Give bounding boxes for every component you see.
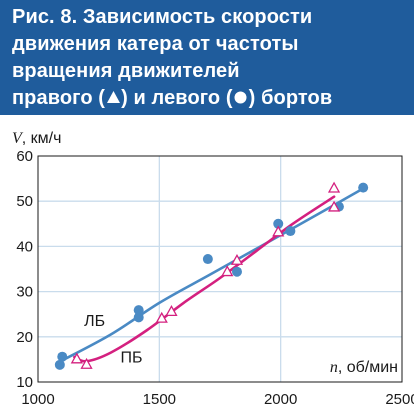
caption-mid: ) и левого ( xyxy=(121,87,233,109)
y-tick-labels: 10 20 30 40 50 60 xyxy=(16,148,33,391)
caption-line-1: Рис. 8. Зависимость скорости xyxy=(12,6,313,28)
data-point-circle xyxy=(202,254,213,265)
triangle-icon xyxy=(105,87,121,110)
data-point-triangle xyxy=(155,311,168,323)
y-tick-label: 60 xyxy=(16,148,33,165)
x-axis-label: n, об/мин xyxy=(330,359,398,376)
plot-frame xyxy=(37,155,403,383)
y-axis-unit: , км/ч xyxy=(22,130,62,147)
caption-suffix: ) бортов xyxy=(248,87,333,109)
data-point-circle xyxy=(54,359,65,370)
y-tick-label: 20 xyxy=(16,329,33,346)
series-line-left xyxy=(58,187,365,363)
caption-line-2: движения катера от частоты xyxy=(12,33,299,55)
caption-line-3: вращения движителей xyxy=(12,60,240,82)
x-axis-variable: n xyxy=(330,359,338,376)
circle-icon xyxy=(233,87,249,110)
data-point-circle xyxy=(358,182,369,193)
y-tick-label: 50 xyxy=(16,193,33,210)
data-point-triangle xyxy=(327,181,341,193)
y-tick-label: 30 xyxy=(16,284,33,301)
y-axis-variable: V xyxy=(12,130,24,147)
y-axis-label: V, км/ч xyxy=(12,130,61,147)
series-label-right: ПБ xyxy=(121,350,143,367)
data-point-triangle xyxy=(327,200,341,212)
y-tick-label: 10 xyxy=(16,374,33,391)
x-tick-label: 1000 xyxy=(21,391,54,408)
data-point-triangle xyxy=(165,305,178,317)
x-tick-label: 1500 xyxy=(143,391,176,408)
caption-prefix: правого ( xyxy=(12,87,106,109)
data-point-triangle xyxy=(70,352,83,364)
data-point-circle xyxy=(231,266,242,277)
series-lines xyxy=(58,187,365,363)
series-markers xyxy=(54,181,369,370)
caption-line-4: правого ( ) и левого ( ) бортов xyxy=(12,87,332,110)
data-point-circle xyxy=(133,305,144,316)
data-point-triangle xyxy=(272,225,285,237)
data-point-triangle xyxy=(80,357,93,369)
data-point-circle xyxy=(133,312,144,323)
speed-chart: 10 20 30 40 50 60 1000 1500 2000 2500 V, км/ч n,… xyxy=(12,130,414,408)
y-tick-label: 40 xyxy=(16,238,33,255)
x-tick-label: 2500 xyxy=(385,391,414,408)
x-tick-label: 2000 xyxy=(264,391,297,408)
data-point-triangle xyxy=(221,265,234,277)
series-label-left: ЛБ xyxy=(84,313,105,330)
data-point-circle xyxy=(57,351,68,362)
x-axis-unit: , об/мин xyxy=(338,359,398,376)
data-point-circle xyxy=(285,226,296,237)
series-line-right xyxy=(73,195,336,363)
figure-caption: Рис. 8. Зависимость скорости движения ка… xyxy=(0,0,414,115)
data-point-triangle xyxy=(230,253,244,265)
data-point-circle xyxy=(273,218,284,229)
x-tick-labels: 1000 1500 2000 2500 xyxy=(21,391,414,408)
chart-grid xyxy=(38,156,402,382)
